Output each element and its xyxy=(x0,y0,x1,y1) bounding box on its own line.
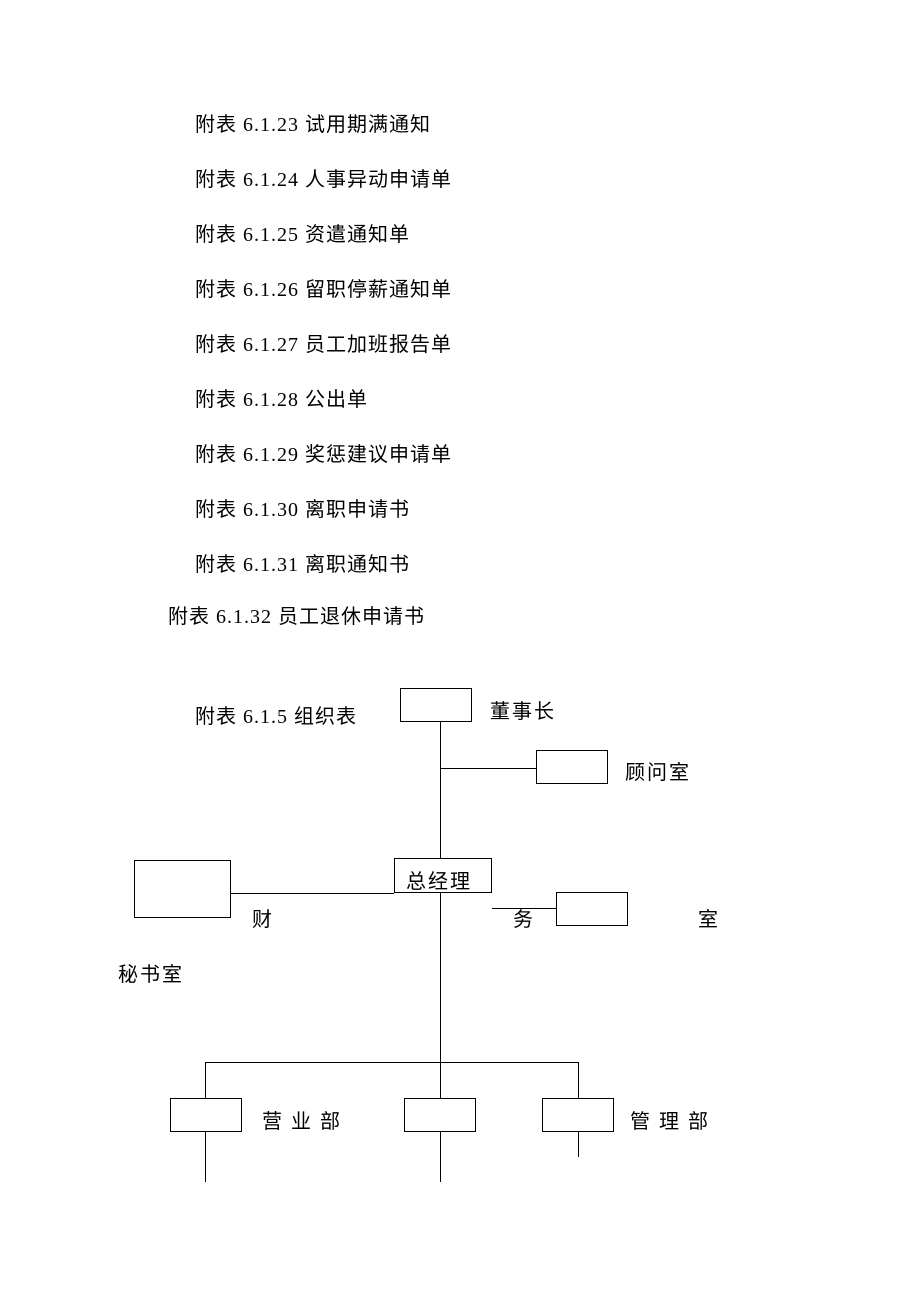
secretary-label: 秘书室 xyxy=(118,958,184,987)
mid-box xyxy=(404,1098,476,1132)
list-item: 附表 6.1.24 人事异动申请单 xyxy=(195,170,452,190)
list-item: 附表 6.1.31 离职通知书 xyxy=(195,555,452,575)
list-item: 附表 6.1.25 资遣通知单 xyxy=(195,225,452,245)
list-item: 附表 6.1.23 试用期满通知 xyxy=(195,115,452,135)
right-box xyxy=(556,892,628,926)
line xyxy=(440,768,536,769)
list-item: 附表 6.1.28 公出单 xyxy=(195,390,452,410)
list-item: 附表 6.1.29 奖惩建议申请单 xyxy=(195,445,452,465)
line xyxy=(205,1132,206,1182)
list-item: 附表 6.1.30 离职申请书 xyxy=(195,500,452,520)
left-box xyxy=(134,860,231,918)
list-item: 附表 6.1.27 员工加班报告单 xyxy=(195,335,452,355)
line xyxy=(205,1062,578,1063)
gm-label: 总经理 xyxy=(406,865,472,894)
finance-mid-label: 务 xyxy=(513,903,535,932)
line xyxy=(440,1132,441,1182)
line xyxy=(578,1132,579,1157)
advisor-label: 顾问室 xyxy=(625,756,691,785)
list-item-last: 附表 6.1.32 员工退休申请书 xyxy=(168,600,425,629)
chart-title: 附表 6.1.5 组织表 xyxy=(195,700,357,729)
list-item: 附表 6.1.26 留职停薪通知单 xyxy=(195,280,452,300)
admin-label: 管 理 部 xyxy=(630,1105,710,1134)
finance-left-label: 财 xyxy=(252,903,274,932)
appendix-list: 附表 6.1.23 试用期满通知 附表 6.1.24 人事异动申请单 附表 6.… xyxy=(195,115,452,610)
admin-box xyxy=(542,1098,614,1132)
line xyxy=(440,1062,441,1098)
line xyxy=(205,1062,206,1098)
sales-box xyxy=(170,1098,242,1132)
sales-label: 营 业 部 xyxy=(262,1105,342,1134)
chairman-label: 董事长 xyxy=(490,695,556,724)
chairman-box xyxy=(400,688,472,722)
line xyxy=(578,1062,579,1098)
org-chart: 附表 6.1.5 组织表 董事长 顾问室 总经理 财 务 室 秘书室 营 业 部… xyxy=(0,680,920,1300)
line xyxy=(231,893,394,894)
finance-right-label: 室 xyxy=(698,903,720,932)
line xyxy=(440,893,441,1062)
advisor-box xyxy=(536,750,608,784)
